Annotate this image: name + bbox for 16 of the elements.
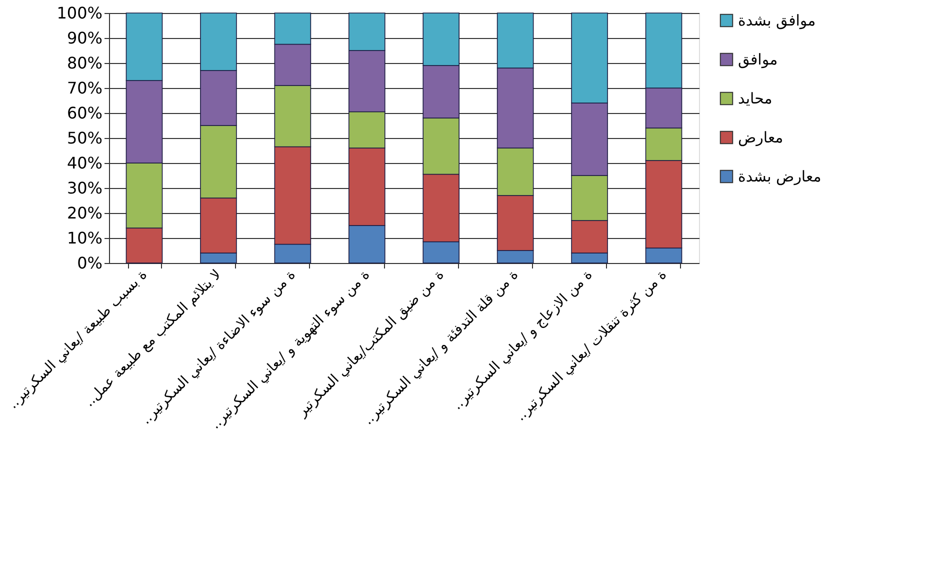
y-tick-label: 60% (66, 104, 102, 122)
legend-label: موافق (738, 50, 778, 68)
y-tick-label: 50% (66, 128, 102, 148)
y-tick-label: 100% (56, 4, 102, 22)
legend-label: محايد (738, 90, 772, 108)
y-tick-label: 80% (66, 54, 102, 72)
legend-label: معارض بشدة (738, 168, 822, 186)
y-tick-label: 40% (66, 154, 102, 172)
legend-label: معارض (738, 128, 784, 146)
y-tick-label: 30% (66, 178, 102, 198)
y-tick-label: 10% (66, 228, 102, 248)
legend-label: موافق بشدة (738, 12, 816, 30)
y-tick-label: 0% (77, 254, 102, 272)
y-tick-label: 20% (66, 204, 102, 222)
y-tick-label: 90% (66, 28, 102, 48)
y-tick-label: 70% (66, 78, 102, 98)
